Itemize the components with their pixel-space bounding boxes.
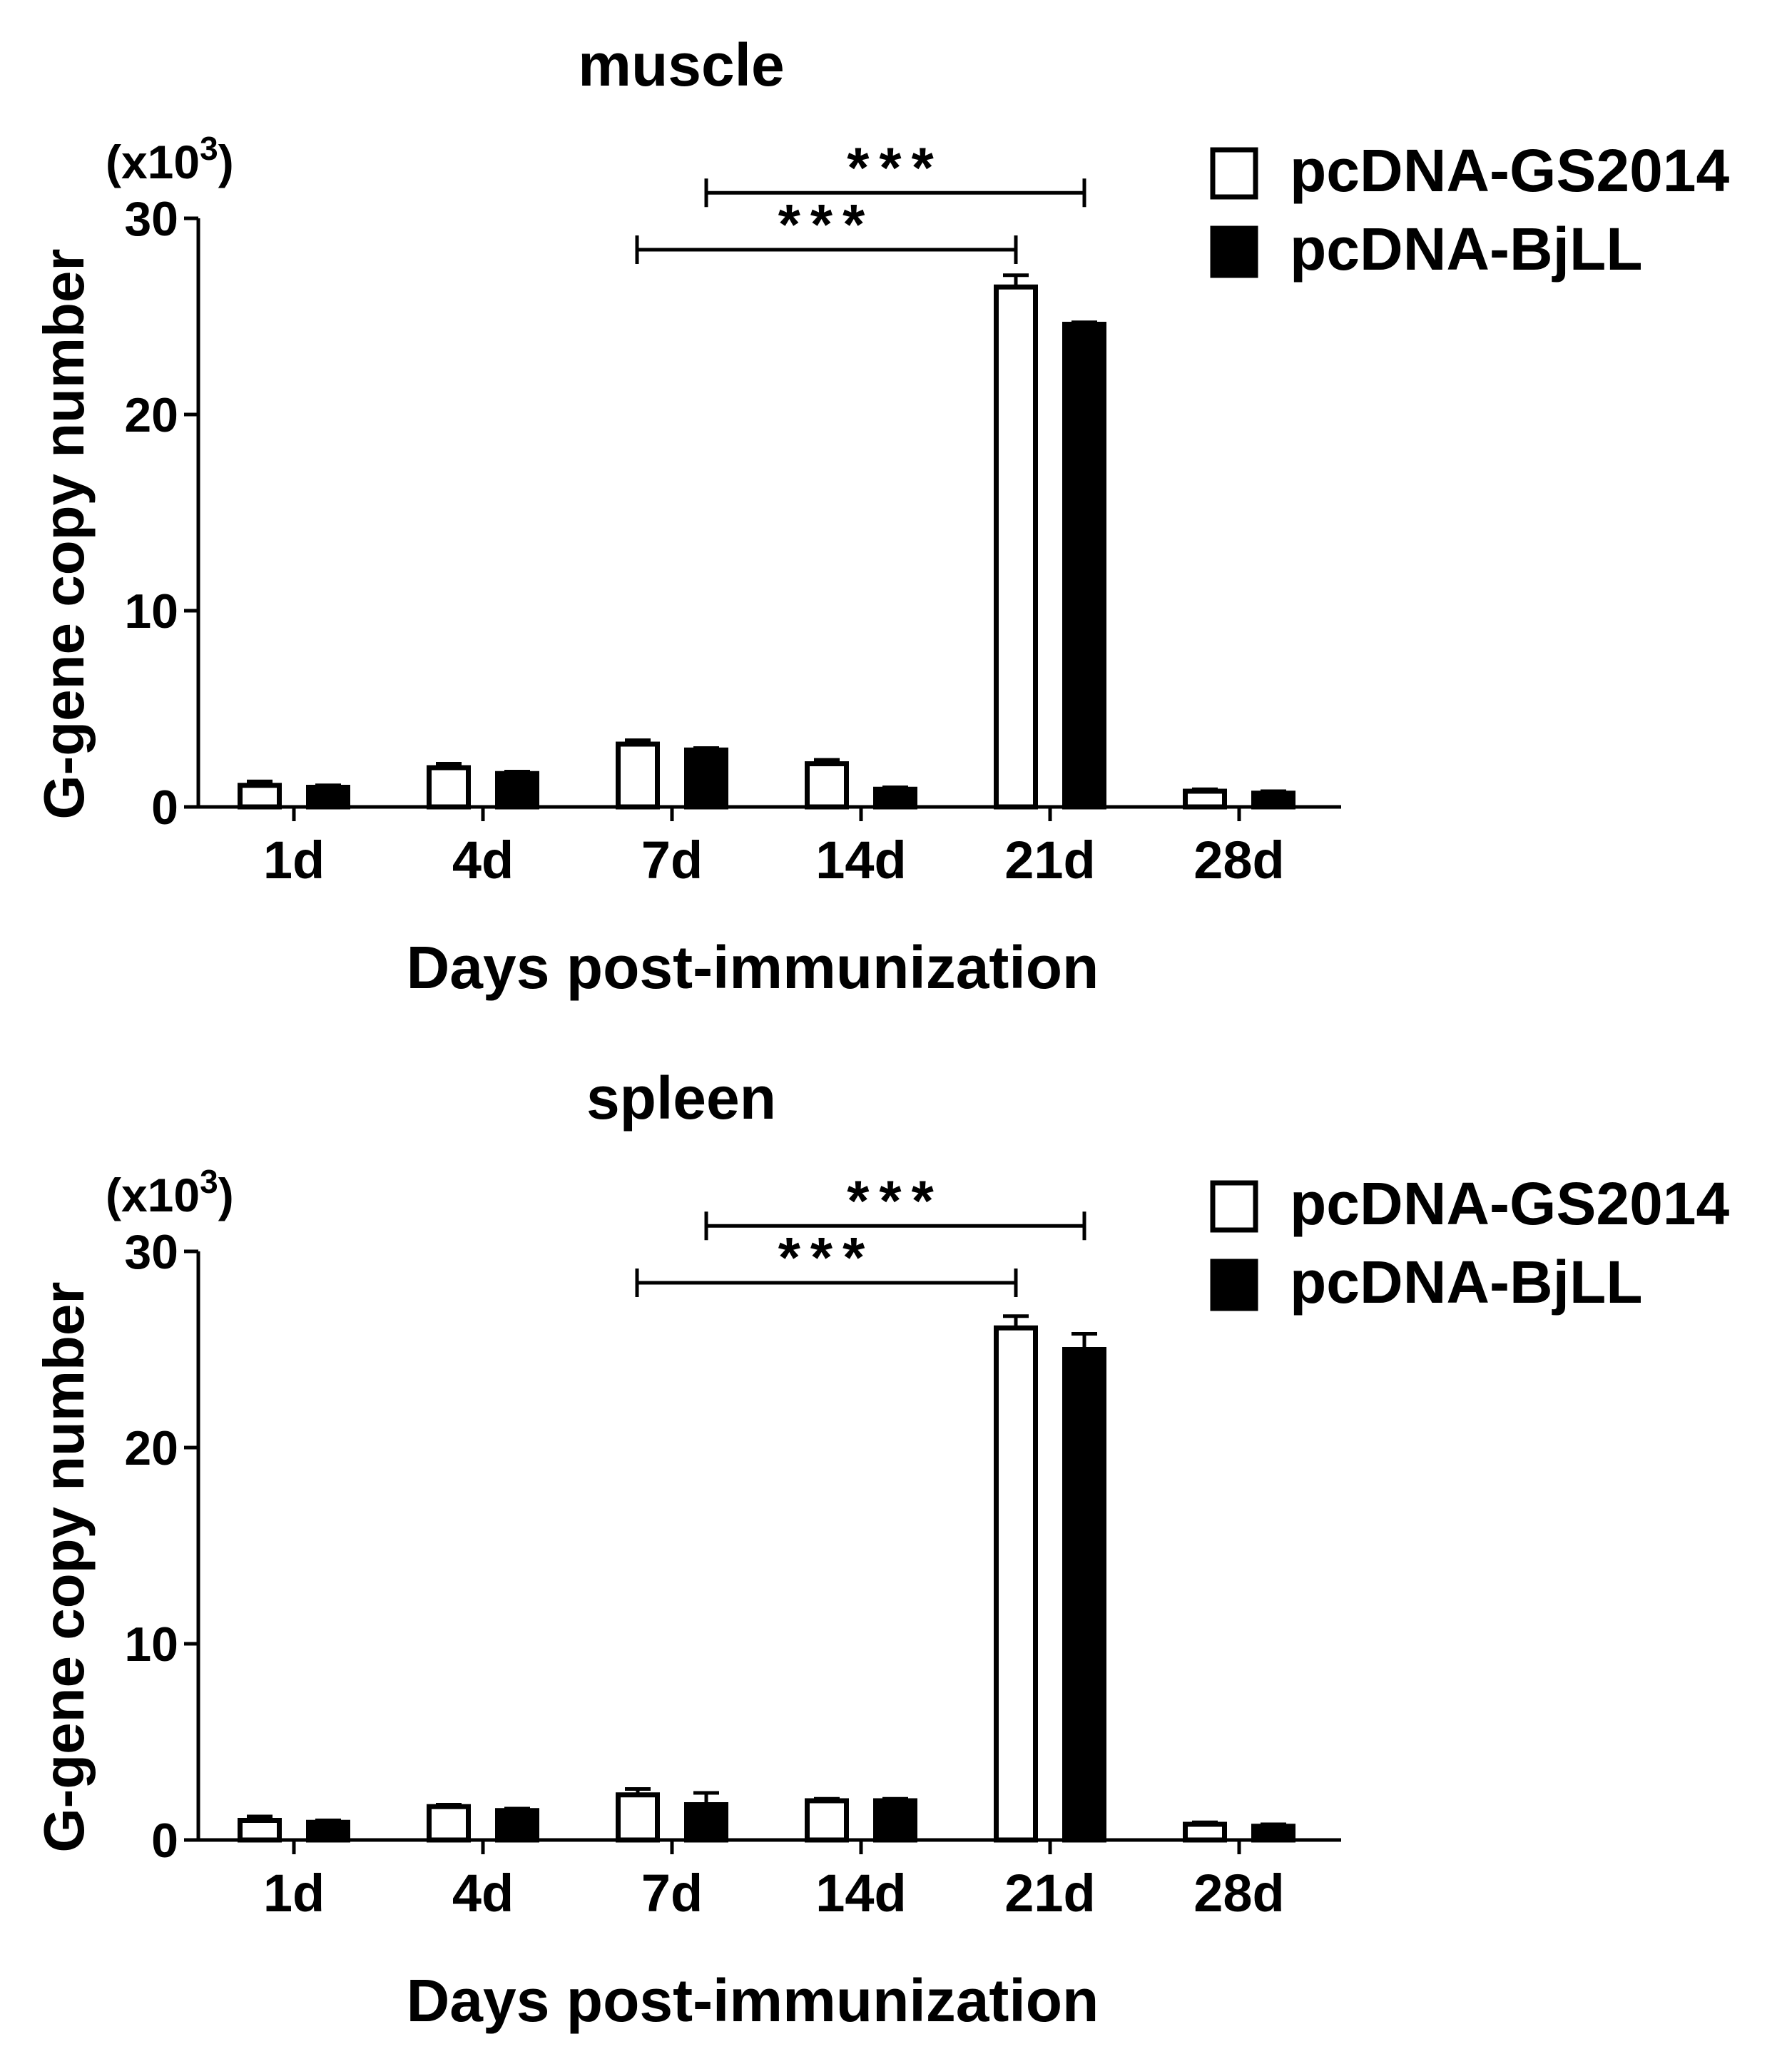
x-axis-title: Days post-immunization — [407, 1967, 1099, 2034]
bar-pcDNA-GS2014-7d — [616, 1792, 660, 1843]
x-tick-label: 28d — [1193, 830, 1285, 890]
x-tick-label: 1d — [263, 1864, 325, 1923]
chart-panel-muscle: muscle 0 10 20 30(x103) G-gene copy number Day… — [32, 31, 1730, 1001]
x-tick-label: 14d — [815, 1864, 907, 1923]
bar-pcDNA-BjLL-14d — [873, 786, 917, 810]
bar-pcDNA-BjLL-7d — [684, 747, 728, 810]
y-unit-label: (x103) — [106, 1163, 234, 1221]
y-tick-label: 10 — [124, 584, 178, 639]
legend-label: pcDNA-GS2014 — [1290, 1170, 1730, 1237]
bar-pcDNA-GS2014-14d — [805, 1798, 849, 1843]
y-tick-label: 30 — [124, 192, 178, 246]
x-axis-title: Days post-immunization — [407, 934, 1099, 1001]
legend-swatch — [1210, 1180, 1258, 1233]
legend-label: pcDNA-BjLL — [1290, 215, 1643, 283]
y-tick-label: 20 — [124, 1421, 178, 1475]
x-tick-label: 4d — [452, 830, 514, 890]
x-tick-label: 14d — [815, 830, 907, 890]
bar-pcDNA-GS2014-21d — [994, 1325, 1038, 1843]
bar-pcDNA-BjLL-14d — [873, 1798, 917, 1843]
bar-pcDNA-GS2014-7d — [616, 741, 660, 810]
x-tick-label: 4d — [452, 1864, 514, 1923]
legend-swatch — [1210, 147, 1258, 200]
y-axis-title: G-gene copy number — [32, 1281, 96, 1852]
y-unit-exponent: 3 — [200, 130, 218, 167]
legend-label: pcDNA-GS2014 — [1290, 137, 1730, 204]
legend-swatch — [1210, 225, 1258, 278]
y-unit-prefix: (x10 — [106, 136, 200, 188]
x-tick-label: 28d — [1193, 1864, 1285, 1923]
bar-pcDNA-BjLL-28d — [1251, 1824, 1295, 1843]
bar-pcDNA-GS2014-1d — [238, 783, 282, 810]
bar-pcDNA-GS2014-14d — [805, 761, 849, 810]
y-unit-suffix: ) — [218, 136, 234, 188]
significance-label: *** — [847, 1169, 943, 1232]
bar-pcDNA-BjLL-7d — [684, 1802, 728, 1843]
bar-pcDNA-BjLL-1d — [306, 1819, 350, 1843]
bar-pcDNA-GS2014-4d — [427, 765, 471, 810]
x-tick-label: 7d — [641, 830, 703, 890]
y-tick-label: 0 — [151, 781, 178, 835]
x-tick-label: 21d — [1004, 1864, 1096, 1923]
x-tick-label: 21d — [1004, 830, 1096, 890]
y-unit-exponent: 3 — [200, 1163, 218, 1200]
chart-title: spleen — [586, 1064, 776, 1132]
y-unit-label: (x103) — [106, 130, 234, 188]
legend-label: pcDNA-BjLL — [1290, 1249, 1643, 1316]
bar-pcDNA-BjLL-4d — [495, 771, 539, 810]
y-tick-label: 10 — [124, 1617, 178, 1672]
significance-label: *** — [778, 1226, 875, 1289]
bar-pcDNA-GS2014-1d — [238, 1818, 282, 1843]
bar-pcDNA-BjLL-21d — [1062, 1347, 1106, 1843]
bar-pcDNA-BjLL-28d — [1251, 791, 1295, 810]
y-tick-label: 20 — [124, 388, 178, 442]
significance-label: *** — [847, 136, 943, 199]
x-tick-label: 7d — [641, 1864, 703, 1923]
bar-pcDNA-GS2014-21d — [994, 284, 1038, 810]
legend-swatch — [1210, 1259, 1258, 1311]
significance-label: *** — [778, 193, 875, 256]
bar-pcDNA-BjLL-21d — [1062, 322, 1106, 810]
y-unit-suffix: ) — [218, 1169, 234, 1221]
y-tick-label: 30 — [124, 1225, 178, 1279]
y-tick-label: 0 — [151, 1814, 178, 1868]
bar-pcDNA-BjLL-1d — [306, 785, 350, 810]
y-axis-title: G-gene copy number — [32, 248, 96, 819]
bar-pcDNA-GS2014-28d — [1183, 1821, 1227, 1843]
bar-pcDNA-GS2014-28d — [1183, 788, 1227, 810]
chart-title: muscle — [578, 31, 785, 98]
bar-pcDNA-GS2014-4d — [427, 1804, 471, 1843]
y-unit-prefix: (x10 — [106, 1169, 200, 1221]
bar-pcDNA-BjLL-4d — [495, 1808, 539, 1843]
chart-panel-spleen: spleen 0 10 20 30(x103) G-gene copy number Day… — [32, 1064, 1730, 2034]
x-tick-label: 1d — [263, 830, 325, 890]
